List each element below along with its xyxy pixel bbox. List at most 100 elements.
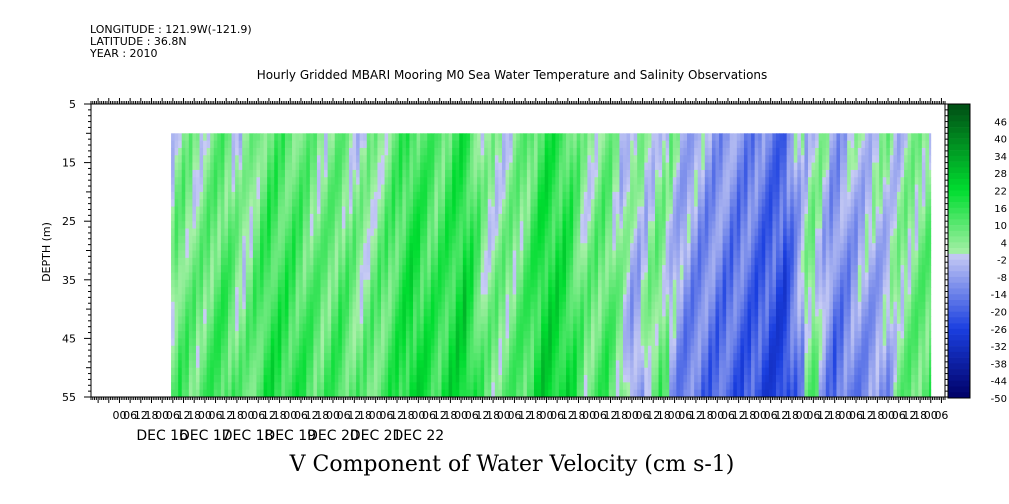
heatmap-cell bbox=[220, 213, 225, 222]
heatmap-cell bbox=[306, 213, 311, 222]
heatmap-cell bbox=[544, 191, 549, 200]
heatmap-cell bbox=[302, 309, 307, 317]
heatmap-cell bbox=[292, 155, 297, 163]
heatmap-cell bbox=[501, 250, 506, 259]
heatmap-cell bbox=[434, 213, 439, 222]
heatmap-cell bbox=[494, 177, 499, 185]
heatmap-cell bbox=[523, 389, 528, 398]
heatmap-cell bbox=[324, 250, 329, 259]
heatmap-cell bbox=[263, 265, 268, 273]
heatmap-cell bbox=[651, 360, 656, 369]
heatmap-cell bbox=[598, 140, 603, 149]
heatmap-cell bbox=[210, 169, 215, 178]
heatmap-cell bbox=[420, 221, 425, 229]
heatmap-cell bbox=[413, 243, 417, 251]
heatmap-cell bbox=[313, 133, 318, 142]
heatmap-cell bbox=[555, 155, 560, 163]
heatmap-cell bbox=[192, 316, 197, 325]
heatmap-cell bbox=[288, 294, 293, 303]
heatmap-cell bbox=[228, 243, 232, 251]
heatmap-cell bbox=[601, 169, 606, 178]
heatmap-cell bbox=[203, 272, 208, 281]
heatmap-cell bbox=[423, 213, 428, 222]
heatmap-cell bbox=[590, 213, 595, 222]
heatmap-cell bbox=[480, 155, 485, 163]
heatmap-cell bbox=[206, 243, 211, 251]
heatmap-cell bbox=[544, 338, 549, 347]
heatmap-cell bbox=[405, 353, 410, 361]
heatmap-cell bbox=[608, 213, 613, 222]
heatmap-cell bbox=[299, 177, 304, 185]
heatmap-cell bbox=[509, 331, 514, 339]
heatmap-cell bbox=[448, 367, 453, 376]
heatmap-cell bbox=[544, 169, 549, 178]
heatmap-cell bbox=[231, 177, 236, 185]
heatmap-cell bbox=[228, 199, 232, 207]
heatmap-cell bbox=[185, 272, 190, 281]
heatmap-cell bbox=[405, 169, 410, 178]
heatmap-cell bbox=[651, 375, 656, 383]
heatmap-cell bbox=[405, 250, 410, 259]
heatmap-cell bbox=[356, 367, 361, 376]
heatmap-cell bbox=[252, 250, 257, 259]
heatmap-cell bbox=[199, 353, 204, 361]
heatmap-cell bbox=[331, 199, 336, 207]
heatmap-cell bbox=[516, 338, 521, 347]
heatmap-cell bbox=[466, 235, 471, 244]
heatmap-cell bbox=[231, 169, 236, 178]
heatmap-cell bbox=[299, 279, 304, 288]
heatmap-cell bbox=[395, 309, 400, 317]
heatmap-cell bbox=[249, 177, 254, 185]
heatmap-cell bbox=[626, 243, 631, 251]
heatmap-cell bbox=[523, 235, 528, 244]
heatmap-cell bbox=[484, 345, 489, 354]
heatmap-cell bbox=[523, 382, 528, 391]
heatmap-cell bbox=[324, 389, 329, 398]
heatmap-cell bbox=[423, 243, 428, 251]
heatmap-cell bbox=[469, 331, 474, 339]
heatmap-cell bbox=[203, 367, 208, 376]
heatmap-cell bbox=[445, 147, 450, 156]
heatmap-cell bbox=[334, 265, 339, 273]
heatmap-cell bbox=[523, 184, 528, 193]
heatmap-cell bbox=[516, 272, 521, 281]
heatmap-cell bbox=[402, 162, 407, 171]
heatmap-cell bbox=[601, 133, 606, 142]
heatmap-cell bbox=[512, 184, 517, 193]
heatmap-cell bbox=[583, 213, 588, 222]
heatmap-cell bbox=[505, 162, 510, 171]
heatmap-cell bbox=[181, 191, 186, 200]
heatmap-cell bbox=[402, 265, 407, 273]
heatmap-cell bbox=[199, 375, 204, 383]
heatmap-cell bbox=[434, 250, 439, 259]
heatmap-cell bbox=[608, 360, 613, 369]
heatmap-cell bbox=[402, 331, 407, 339]
heatmap-cell bbox=[288, 133, 293, 142]
heatmap-cell bbox=[334, 375, 339, 383]
heatmap-cell bbox=[537, 389, 542, 398]
heatmap-cell bbox=[626, 199, 631, 207]
heatmap-cell bbox=[459, 382, 464, 391]
heatmap-cell bbox=[281, 243, 286, 251]
heatmap-cell bbox=[480, 162, 485, 171]
heatmap-cell bbox=[437, 287, 442, 295]
heatmap-cell bbox=[622, 301, 627, 310]
heatmap-cell bbox=[448, 147, 453, 156]
heatmap-cell bbox=[405, 257, 410, 266]
heatmap-cell bbox=[195, 177, 200, 185]
heatmap-cell bbox=[445, 353, 450, 361]
heatmap-cell bbox=[252, 331, 257, 339]
heatmap-cell bbox=[284, 147, 289, 156]
heatmap-cell bbox=[615, 301, 620, 310]
heatmap-cell bbox=[359, 199, 364, 207]
heatmap-cell bbox=[512, 279, 517, 288]
heatmap-cell bbox=[217, 265, 222, 273]
heatmap-cell bbox=[640, 221, 645, 229]
heatmap-cell bbox=[217, 367, 222, 376]
heatmap-cell bbox=[409, 228, 414, 237]
heatmap-cell bbox=[509, 177, 514, 185]
heatmap-cell bbox=[377, 301, 382, 310]
heatmap-cell bbox=[420, 287, 425, 295]
heatmap-cell bbox=[459, 257, 464, 266]
heatmap-cell bbox=[501, 155, 506, 163]
